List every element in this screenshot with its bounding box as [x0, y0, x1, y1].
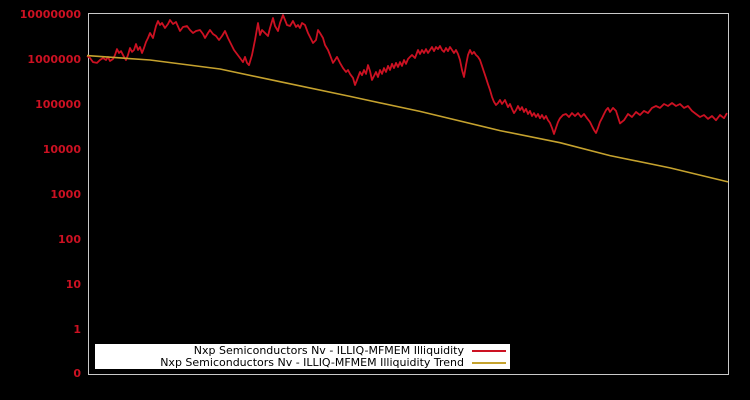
y-axis-tick-label: 1000000	[27, 53, 81, 66]
y-axis-tick-label: 1	[73, 323, 81, 336]
legend-label-illiquidity: Nxp Semiconductors Nv - ILLIQ-MFMEM Illi…	[193, 343, 464, 357]
series-line-trend	[86, 54, 729, 183]
y-axis-tick-label: 100000	[35, 98, 81, 111]
legend-line-sample-trend	[472, 361, 506, 364]
y-axis-tick-label: 10000	[42, 143, 81, 156]
legend-row-trend: Nxp Semiconductors Nv - ILLIQ-MFMEM Illi…	[95, 355, 510, 369]
y-axis-tick-label: 10	[65, 278, 81, 291]
series-line-illiquidity	[86, 14, 728, 135]
legend-row-illiquidity: Nxp Semiconductors Nv - ILLIQ-MFMEM Illi…	[95, 343, 510, 357]
legend-line-sample-illiquidity	[472, 349, 506, 352]
legend: Nxp Semiconductors Nv - ILLIQ-MFMEM Illi…	[95, 344, 510, 369]
plot-area-border	[88, 13, 729, 375]
y-axis-tick-label: 10000000	[19, 8, 81, 21]
y-axis-tick-label: 0	[73, 367, 81, 380]
y-axis-tick-label: 1000	[50, 188, 81, 201]
y-axis: 10000000 1000000 100000 10000 1000 100 10 1 0	[0, 0, 81, 400]
y-axis-tick-label: 100	[58, 233, 81, 246]
legend-label-trend: Nxp Semiconductors Nv - ILLIQ-MFMEM Illi…	[160, 355, 464, 369]
